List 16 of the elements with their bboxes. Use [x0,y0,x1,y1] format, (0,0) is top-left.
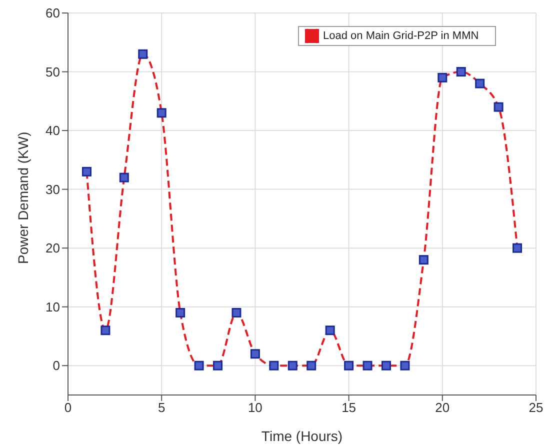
y-tick-label: 10 [46,299,60,314]
y-axis-title: Power Demand (KW) [14,132,31,264]
legend-label: Load on Main Grid-P2P in MMN [323,30,479,42]
x-tick-label: 10 [248,400,262,416]
y-tick-label: 20 [46,240,60,256]
y-tick-label: 0 [52,358,60,374]
x-axis-title: Time (Hours) [261,428,343,444]
x-tick-label: 0 [64,400,72,416]
x-tick-label: 15 [342,400,356,416]
x-tick-label: 25 [528,400,544,416]
y-tick-label: 30 [46,182,60,197]
y-tick-label: 60 [46,6,60,21]
y-tick-label: 50 [46,64,60,80]
x-tick-label: 20 [435,400,450,416]
x-tick-label: 5 [158,400,166,416]
y-tick-label: 40 [46,123,60,138]
